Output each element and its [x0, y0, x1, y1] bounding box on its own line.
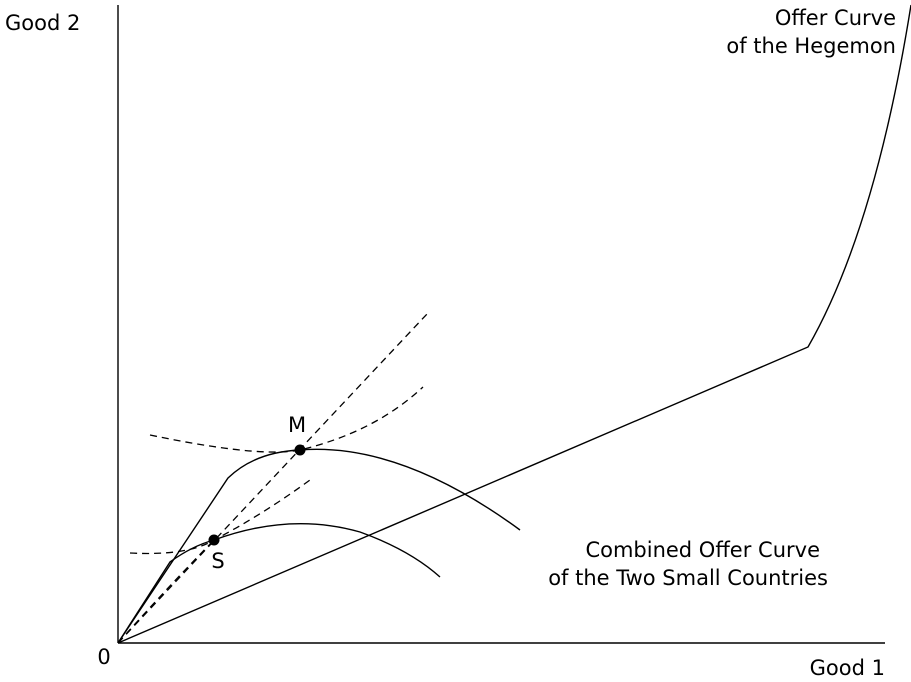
dashed-offer [117, 539, 215, 644]
point-m-label: M [288, 413, 306, 437]
combined-label: Combined Offer Curve [585, 538, 820, 562]
hegemon-offer-curve [117, 4, 911, 644]
point-s-label: S [211, 549, 224, 573]
indifference-curve-m [149, 386, 424, 453]
small-offer-curve [117, 523, 441, 644]
combined-offer-curve [117, 448, 521, 644]
combined-label: of the Two Small Countries [548, 566, 828, 590]
hegemon-label: of the Hegemon [726, 34, 896, 58]
point-m [294, 444, 306, 456]
hegemon-label: Offer Curve [775, 6, 896, 30]
x-axis-label: Good 1 [810, 656, 885, 680]
point-s [208, 534, 220, 546]
origin-label: 0 [97, 645, 110, 669]
y-axis-label: Good 2 [5, 11, 80, 35]
price-ray [117, 313, 428, 644]
